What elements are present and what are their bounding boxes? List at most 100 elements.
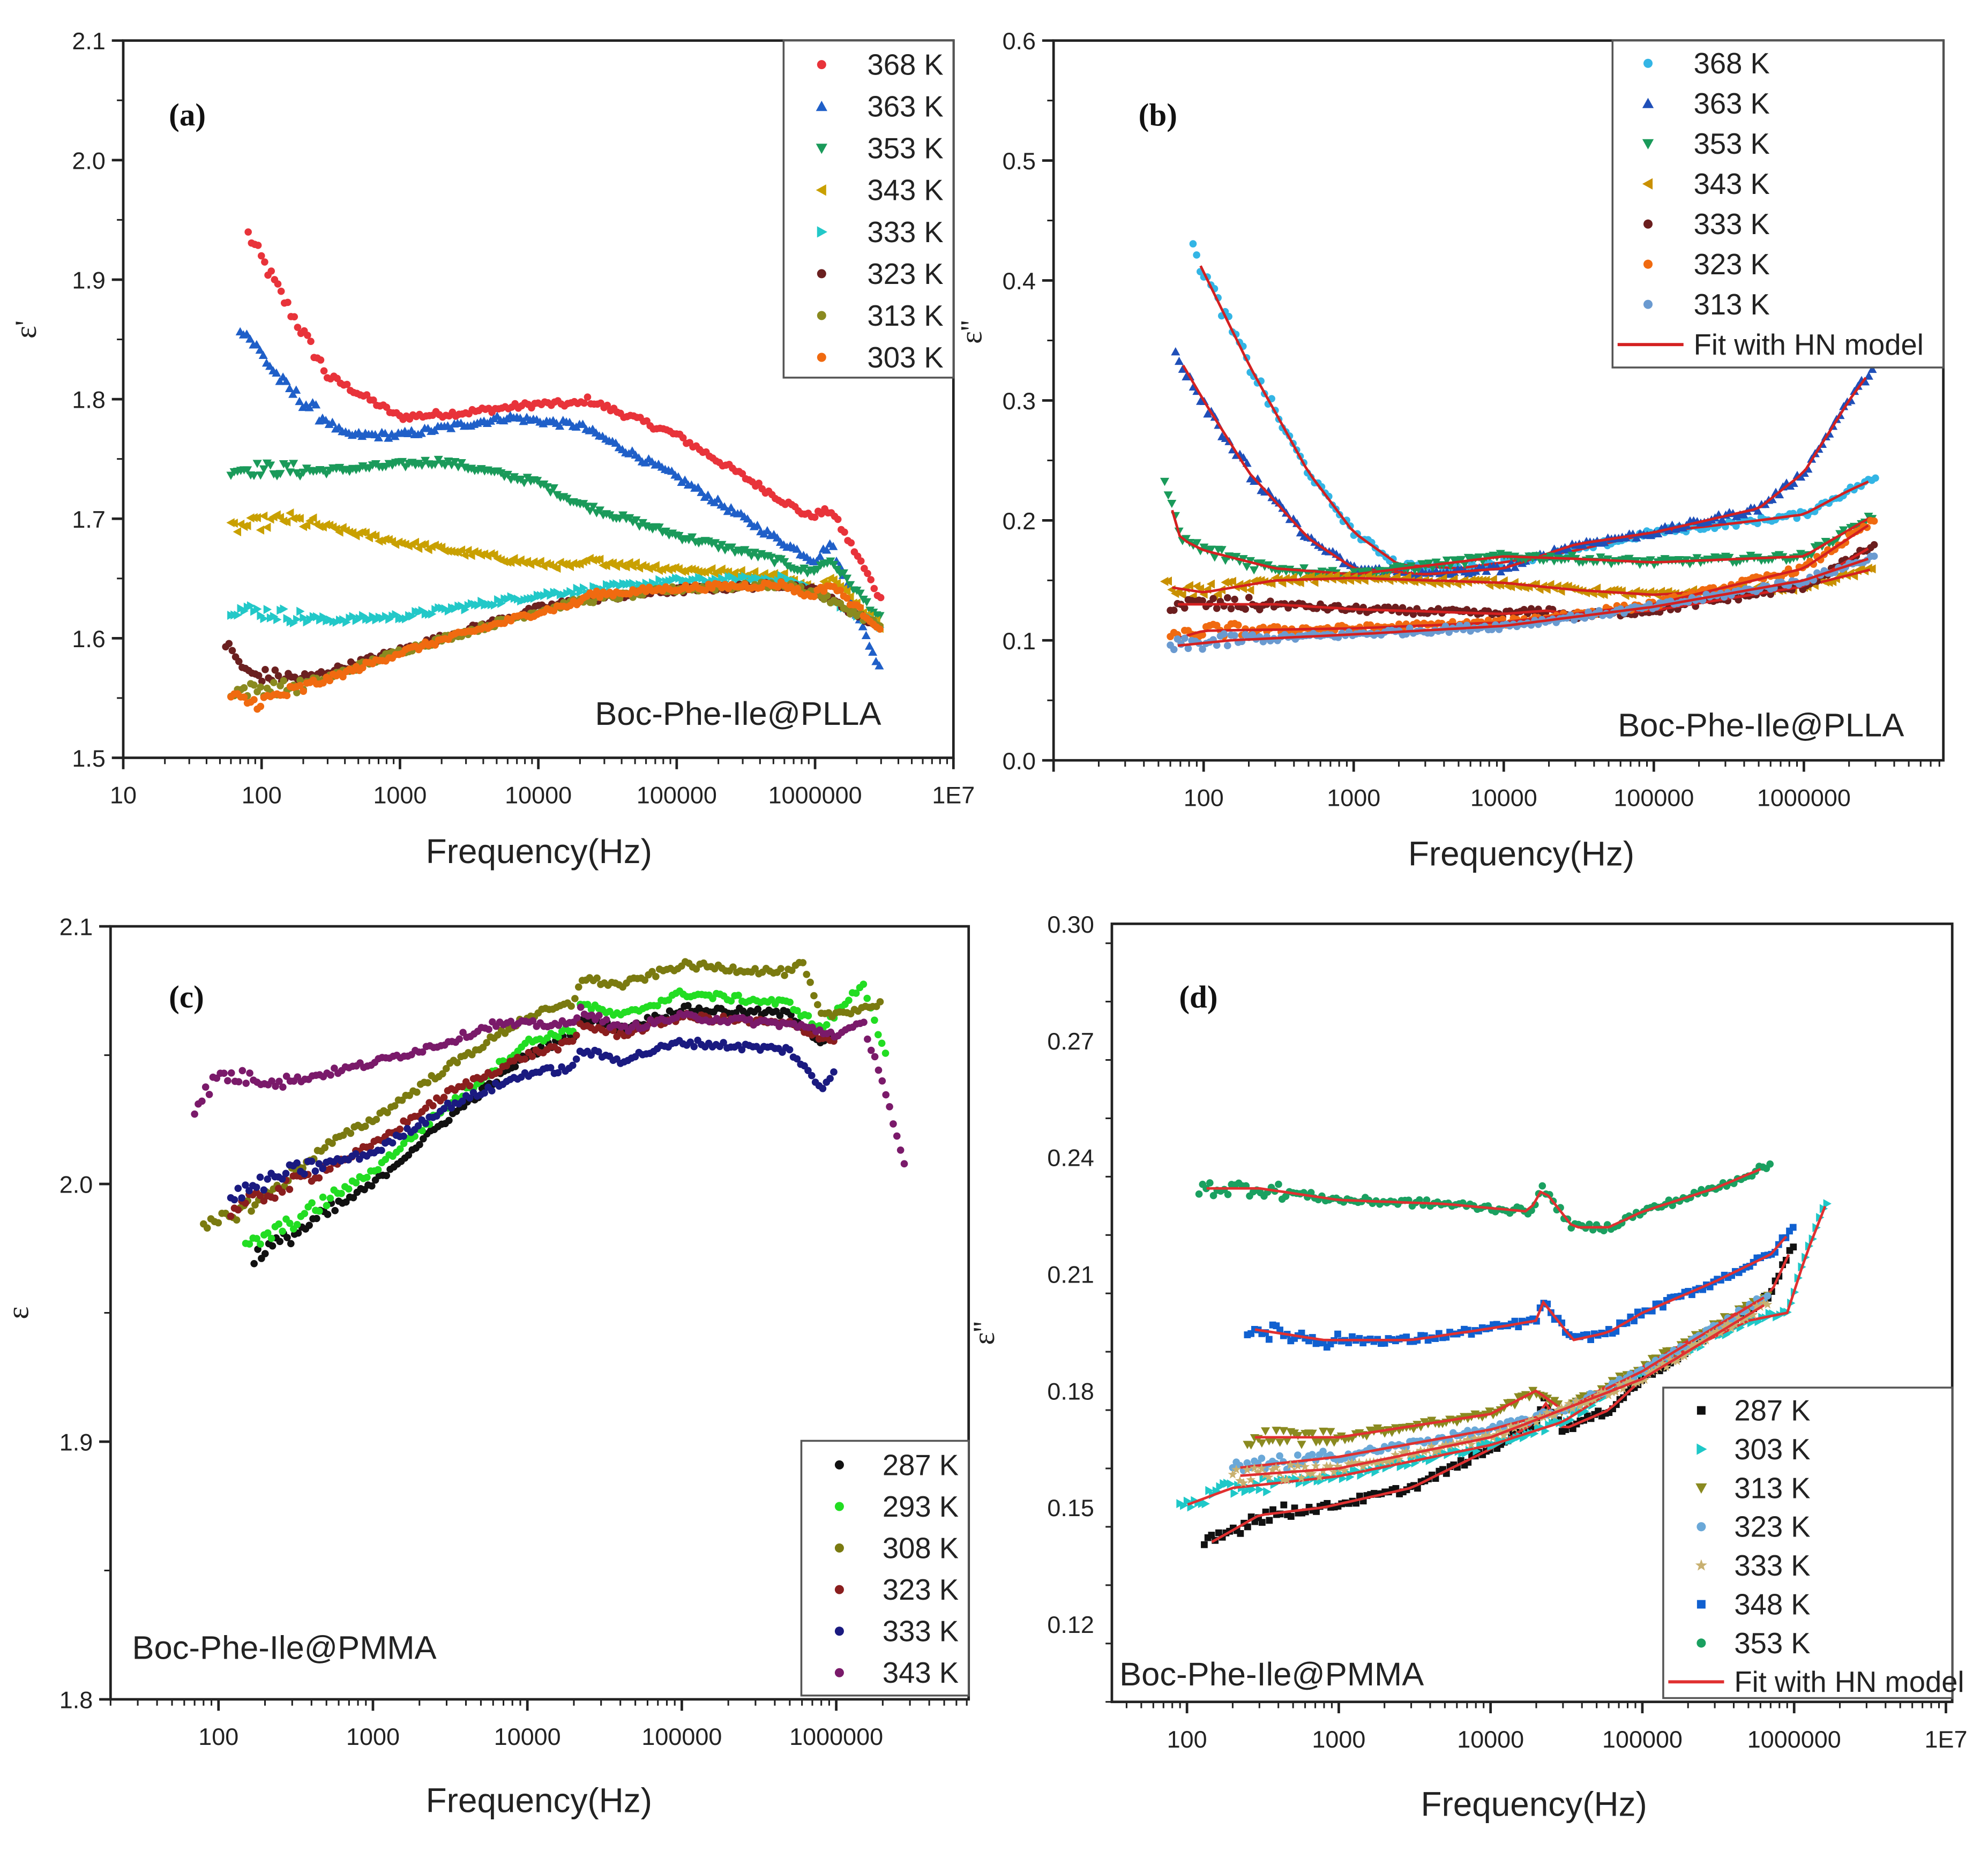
data-point bbox=[319, 1193, 327, 1201]
data-point bbox=[293, 689, 301, 696]
data-point bbox=[1223, 594, 1231, 602]
data-point bbox=[803, 970, 811, 978]
data-point bbox=[1257, 1439, 1267, 1448]
data-point bbox=[345, 528, 354, 537]
data-point bbox=[811, 513, 819, 521]
data-point bbox=[1245, 594, 1253, 602]
legend-entry: 343 K bbox=[883, 1656, 959, 1689]
data-point bbox=[413, 1088, 421, 1096]
data-point bbox=[264, 1229, 272, 1237]
data-point bbox=[1870, 541, 1878, 549]
data-point bbox=[417, 540, 426, 550]
data-point bbox=[860, 980, 868, 988]
legend-box bbox=[782, 39, 955, 379]
data-point bbox=[260, 1186, 268, 1194]
data-point bbox=[1456, 556, 1466, 565]
data-point bbox=[652, 972, 660, 980]
data-point bbox=[882, 1091, 890, 1099]
legend-marker bbox=[834, 1668, 844, 1677]
data-point bbox=[871, 1016, 878, 1024]
data-point bbox=[1231, 632, 1238, 639]
panel-a: 10 100 1000 10000 100000 1000000 1E71.51.61.71… bbox=[9, 27, 975, 871]
data-point bbox=[301, 1170, 308, 1178]
data-point bbox=[446, 424, 456, 432]
data-point bbox=[488, 1087, 496, 1095]
data-point bbox=[283, 1234, 291, 1241]
legend-marker bbox=[1643, 58, 1653, 68]
data-point bbox=[755, 479, 763, 487]
data-point bbox=[830, 1068, 838, 1076]
data-point bbox=[554, 1046, 562, 1054]
data-point bbox=[697, 488, 706, 496]
data-point bbox=[331, 1206, 339, 1215]
legend-entry: 343 K bbox=[1694, 168, 1770, 200]
data-point bbox=[270, 679, 278, 686]
data-point bbox=[1299, 564, 1309, 573]
data-point bbox=[352, 1179, 360, 1187]
data-point bbox=[296, 606, 305, 616]
data-point bbox=[569, 1061, 577, 1069]
data-point bbox=[674, 472, 683, 481]
data-point bbox=[256, 1173, 264, 1181]
data-point bbox=[1167, 499, 1177, 508]
data-point bbox=[296, 681, 304, 689]
data-point bbox=[867, 1046, 875, 1054]
data-point bbox=[326, 1194, 334, 1202]
legend-marker bbox=[817, 60, 826, 70]
y-tick-label: 0.15 bbox=[1047, 1494, 1094, 1521]
data-point bbox=[343, 380, 351, 388]
data-point bbox=[497, 598, 506, 608]
data-point bbox=[1717, 515, 1727, 524]
data-point bbox=[429, 1102, 437, 1110]
x-tick-label: 100000 bbox=[1602, 1726, 1683, 1753]
hn-fit-line bbox=[1177, 557, 1869, 647]
data-point bbox=[285, 384, 294, 393]
data-point bbox=[867, 576, 875, 583]
data-point bbox=[603, 401, 611, 409]
data-point bbox=[253, 1235, 260, 1242]
data-point bbox=[511, 1063, 519, 1070]
hn-fit-line bbox=[1177, 524, 1869, 640]
data-point bbox=[295, 514, 304, 523]
data-point bbox=[445, 1116, 453, 1125]
data-point bbox=[417, 461, 427, 470]
data-point bbox=[319, 679, 327, 687]
series-343-K bbox=[191, 1003, 908, 1168]
data-point bbox=[305, 1221, 313, 1229]
data-point bbox=[1170, 606, 1178, 614]
data-point bbox=[769, 569, 779, 579]
x-axis-label: Frequency(Hz) bbox=[426, 832, 652, 871]
data-point bbox=[1163, 576, 1172, 586]
x-tick-label: 100000 bbox=[1613, 784, 1694, 811]
y-tick-label: 0.21 bbox=[1047, 1261, 1094, 1288]
data-point bbox=[576, 587, 585, 597]
data-point bbox=[552, 564, 561, 573]
data-point bbox=[874, 1031, 882, 1039]
data-point bbox=[864, 641, 875, 650]
data-point bbox=[806, 978, 814, 986]
data-point bbox=[1409, 610, 1417, 618]
data-point bbox=[293, 614, 302, 624]
legend-entry: 353 K bbox=[1694, 128, 1770, 160]
data-point bbox=[250, 681, 258, 689]
data-point bbox=[822, 545, 832, 554]
data-point bbox=[261, 1250, 269, 1257]
data-point bbox=[323, 1202, 331, 1210]
legend-entry: 343 K bbox=[867, 174, 943, 207]
data-point bbox=[396, 1125, 404, 1133]
data-point bbox=[1692, 554, 1702, 563]
data-point bbox=[275, 1220, 283, 1228]
data-point bbox=[1724, 553, 1734, 563]
data-point bbox=[234, 1206, 242, 1214]
x-tick-label: 1000 bbox=[1327, 784, 1380, 811]
data-point bbox=[282, 462, 292, 471]
sample-annotation: Boc-Phe-Ile@PMMA bbox=[1119, 1656, 1424, 1693]
y-tick-label: 1.9 bbox=[59, 1429, 93, 1456]
data-point bbox=[834, 515, 842, 523]
data-point bbox=[242, 1080, 250, 1087]
legend-entry: 323 K bbox=[883, 1573, 959, 1606]
data-point bbox=[900, 1160, 908, 1168]
data-point bbox=[416, 429, 426, 437]
data-point bbox=[567, 1002, 575, 1010]
